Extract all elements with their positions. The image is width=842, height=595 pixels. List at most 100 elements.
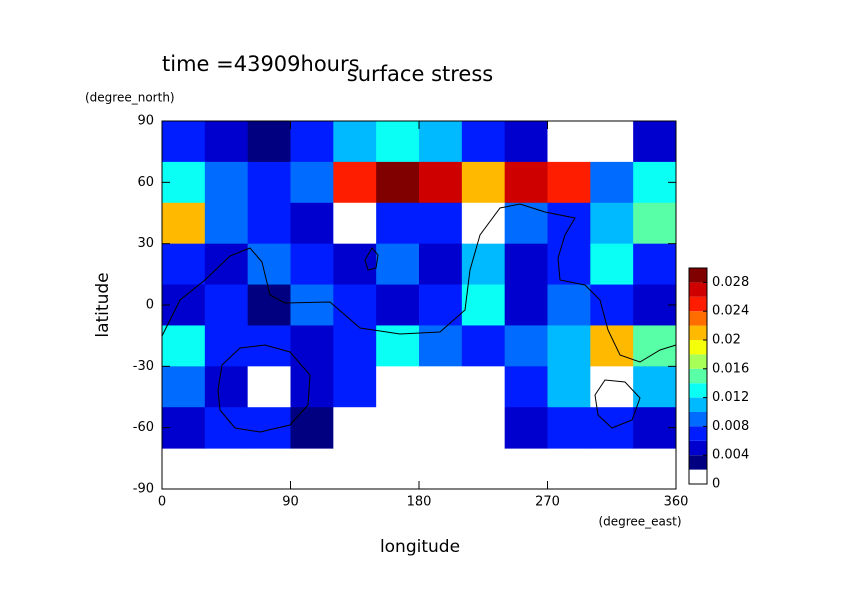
colorbar-swatch (689, 469, 707, 484)
cell (290, 121, 334, 163)
y-tick-label: -90 (133, 482, 154, 497)
cell (461, 325, 506, 367)
colorbar-tick-label: 0.02 (712, 333, 741, 348)
cell (547, 284, 591, 326)
colorbar-tick-label: 0.016 (712, 361, 749, 376)
field (162, 121, 677, 449)
cell (590, 284, 634, 326)
colorbar-swatch (689, 397, 707, 412)
x-axis-label: longitude (380, 537, 460, 557)
cell (204, 121, 249, 163)
cell (590, 325, 634, 367)
cell (247, 121, 291, 163)
cell (461, 407, 506, 449)
cell (290, 161, 334, 204)
cell (376, 202, 420, 245)
y-tick-label: -30 (133, 359, 154, 374)
cell (590, 202, 634, 245)
colorbar-swatch (689, 412, 707, 427)
cell (461, 366, 506, 408)
cell (333, 284, 377, 326)
cell (333, 243, 377, 286)
cell (204, 325, 249, 367)
x-tick-label: 180 (407, 495, 432, 510)
cell (204, 366, 249, 408)
cell (290, 202, 334, 245)
cell (290, 243, 334, 286)
x-tick-label: 270 (535, 495, 560, 510)
cell (376, 243, 420, 286)
cell (419, 161, 463, 204)
cell (504, 284, 548, 326)
cell (633, 121, 677, 163)
colorbar-swatch (689, 440, 707, 456)
cell (590, 161, 634, 204)
cell (590, 243, 634, 286)
colorbar-frame (688, 267, 708, 485)
cell (162, 243, 206, 286)
cell (376, 121, 420, 163)
colorbar-swatch (689, 296, 707, 312)
cell (376, 284, 420, 326)
cell (633, 366, 677, 408)
cell (290, 325, 334, 367)
cell (376, 366, 420, 408)
colorbar-swatch (689, 325, 707, 340)
cell (504, 121, 548, 163)
colorbar-tick-label: 0.028 (712, 275, 749, 290)
cell (204, 243, 249, 286)
cell (547, 325, 591, 367)
cell (547, 202, 591, 245)
cell (247, 407, 291, 449)
cell (162, 325, 206, 367)
cell (547, 366, 591, 408)
chart-title: surface stress (347, 62, 493, 86)
colorbar-swatch (689, 426, 707, 441)
colorbar-swatch (689, 311, 707, 326)
colorbar-swatch (689, 354, 707, 369)
cell (204, 161, 249, 204)
cell (547, 243, 591, 286)
x-tick-label: 90 (282, 495, 299, 510)
cell (204, 407, 249, 449)
colorbar-swatch (689, 455, 707, 470)
colorbar-tick-label: 0.024 (712, 304, 749, 319)
x-unit: (degree_east) (598, 515, 681, 529)
cell (376, 161, 420, 204)
cell (461, 243, 506, 286)
cell (419, 243, 463, 286)
cell (504, 202, 548, 245)
cell (590, 366, 634, 408)
cell (461, 161, 506, 204)
colorbar-swatch (689, 368, 707, 384)
cell (461, 121, 506, 163)
y-unit: (degree_north) (85, 91, 175, 105)
cell (204, 202, 249, 245)
cell (504, 161, 548, 204)
cell (633, 325, 677, 367)
colorbar-swatch (689, 282, 707, 297)
plot-frame (161, 120, 677, 490)
colorbar-swatch (689, 340, 707, 355)
x-tick-label: 0 (158, 495, 166, 510)
cell (204, 284, 249, 326)
cell (419, 407, 463, 449)
cell (247, 161, 291, 204)
cell (162, 202, 206, 245)
x-tick-label: 360 (664, 495, 689, 510)
colorbar-swatch (689, 383, 707, 398)
coastline (161, 203, 677, 433)
cell (247, 366, 291, 408)
cell (247, 202, 291, 245)
colorbar-swatch (689, 268, 707, 283)
cell (461, 202, 506, 245)
y-tick-label: 30 (137, 236, 154, 251)
cell (461, 284, 506, 326)
colorbar-tick-label: 0.008 (712, 419, 749, 434)
cell (333, 121, 377, 163)
y-tick-label: 0 (146, 298, 154, 313)
y-tick-label: 60 (137, 175, 154, 190)
cell (162, 121, 206, 163)
cell (633, 243, 677, 286)
cell (333, 202, 377, 245)
